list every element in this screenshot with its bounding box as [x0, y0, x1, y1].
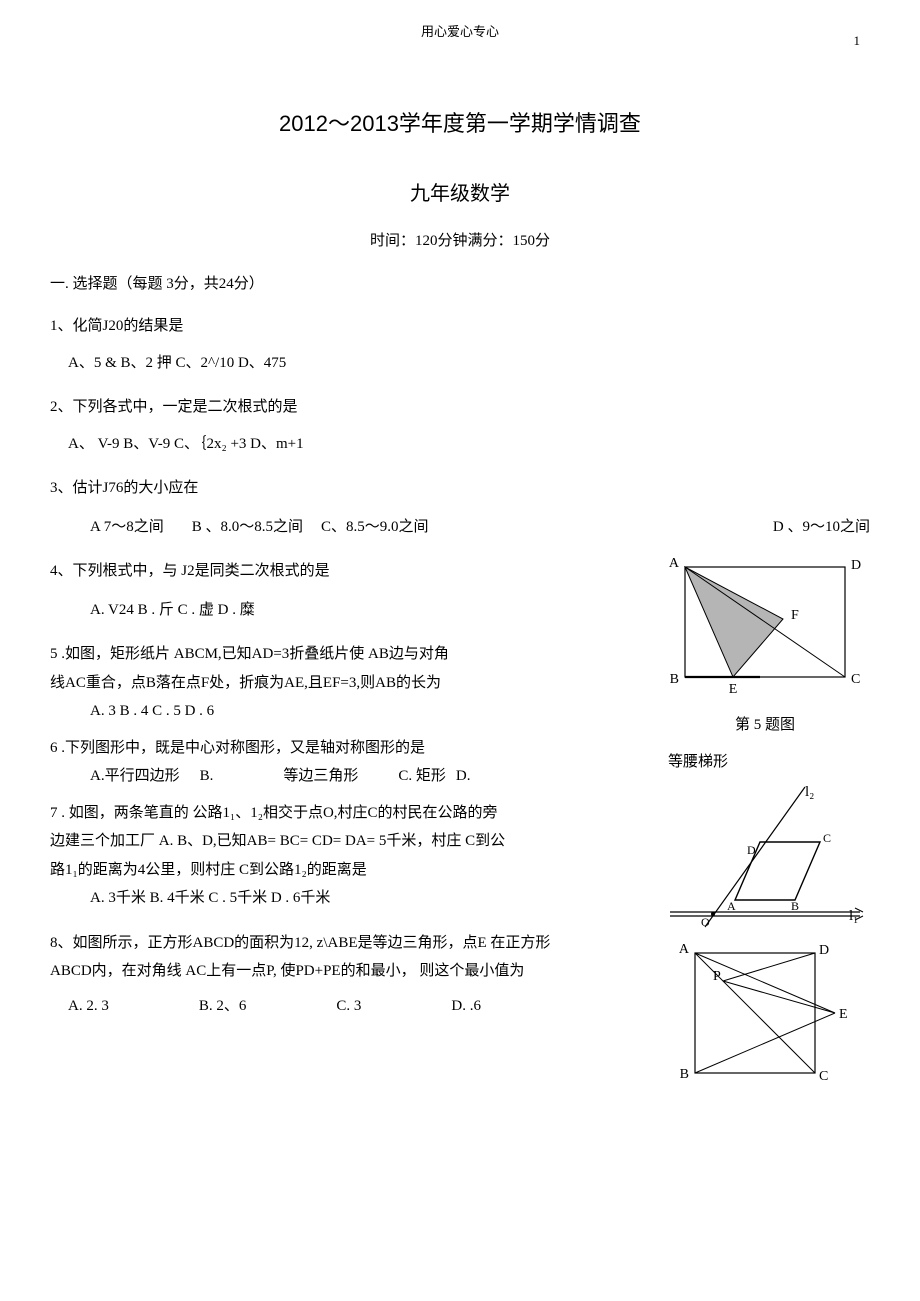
question-2: 2、下列各式中，一定是二次根式的是 A、 V-9 B、V-9 C、｛2x₂ +3…: [50, 393, 870, 458]
svg-text:P: P: [713, 969, 721, 984]
section-1-title: 一. 选择题（每题 3分，共24分）: [50, 270, 870, 299]
q8-opt-b: B. 2、6: [199, 992, 247, 1021]
question-6-options: A.平行四边形 B. 等边三角形 C. 矩形 D.: [50, 762, 640, 791]
svg-text:B: B: [791, 899, 799, 913]
svg-text:C: C: [819, 1069, 828, 1084]
q3-opt-d: D 、9〜10之间: [773, 513, 870, 542]
question-3-options: A 7〜8之间 B 、8.0〜8.5之间 C、8.5〜9.0之间 D 、9〜10…: [50, 513, 870, 542]
question-1-text: 1、化简J20的结果是: [50, 312, 870, 341]
figure-5-caption: 第 5 题图: [735, 711, 795, 740]
question-5-line2: 线AC重合，点B落在点F处，折痕为AE,且EF=3,则AB的长为: [50, 669, 640, 698]
question-1: 1、化简J20的结果是 A、5 & B、2 押 C、2^/10 D、475: [50, 312, 870, 377]
question-7: 7 . 如图，两条笔直的 公路1₁、1₂相交于点O,村庄C的村民在公路的旁 边建…: [50, 799, 640, 913]
q6-opt-c: C. 矩形: [398, 762, 446, 791]
figure-5-svg: A D B C E F: [665, 557, 865, 707]
q6-opt-b: B.: [200, 762, 214, 791]
question-1-options: A、5 & B、2 押 C、2^/10 D、475: [50, 349, 870, 378]
svg-text:A: A: [727, 899, 736, 913]
question-2-text: 2、下列各式中，一定是二次根式的是: [50, 393, 870, 422]
svg-text:O: O: [701, 915, 710, 929]
trapezoid-label: 等腰梯形: [660, 748, 728, 777]
svg-text:E: E: [839, 1007, 848, 1022]
question-7-options: A. 3千米 B. 4千米 C . 5千米 D . 6千米: [50, 884, 640, 913]
svg-text:B: B: [670, 672, 679, 687]
q8-opt-c: C. 3: [336, 992, 361, 1021]
svg-text:B: B: [680, 1067, 689, 1082]
q6-opt-d: D.: [456, 762, 471, 791]
q8-opt-d: D. .6: [451, 992, 481, 1021]
svg-text:D: D: [747, 843, 756, 857]
svg-text:C: C: [851, 672, 860, 687]
svg-text:E: E: [729, 682, 738, 697]
question-3: 3、估计J76的大小应在 A 7〜8之间 B 、8.0〜8.5之间 C、8.5〜…: [50, 474, 870, 541]
svg-text:A: A: [669, 557, 680, 571]
q3-opt-c: C、8.5〜9.0之间: [321, 513, 429, 542]
q3-opt-b: B 、8.0〜8.5之间: [192, 513, 303, 542]
question-7-line3: 路1₁的距离为4公里，则村庄 C到公路1₂的距离是: [50, 856, 640, 885]
svg-text:l₁: l₁: [849, 908, 858, 924]
question-5-options: A. 3 B . 4 C . 5 D . 6: [50, 697, 640, 726]
question-5-line1: 5 .如图，矩形纸片 ABCM,已知AD=3折叠纸片使 AB边与对角: [50, 640, 640, 669]
question-7-line2: 边建三个加工厂 A. B、D,已知AB= BC= CD= DA= 5千米，村庄 …: [50, 827, 640, 856]
question-5: 5 .如图，矩形纸片 ABCM,已知AD=3折叠纸片使 AB边与对角 线AC重合…: [50, 640, 640, 726]
question-2-options: A、 V-9 B、V-9 C、｛2x₂ +3 D、m+1: [50, 430, 870, 459]
question-8: 8、如图所示，正方形ABCD的面积为12, z\ABE是等边三角形，点E 在正方…: [50, 929, 640, 1021]
q3-opt-a: A 7〜8之间: [90, 513, 164, 542]
question-8-options: A. 2. 3 B. 2、6 C. 3 D. .6: [50, 992, 640, 1021]
subject-title: 九年级数学: [50, 175, 870, 213]
svg-text:F: F: [791, 608, 799, 623]
figure-8-svg: A B C D E P: [675, 938, 855, 1093]
question-4-options: A. V24 B . 斤 C . 虚 D . 糜: [50, 596, 640, 625]
svg-text:D: D: [819, 943, 829, 958]
figure-7-svg: A B C D O l₁ l₂: [665, 782, 865, 932]
q6-opt-b2: 等边三角形: [283, 762, 358, 791]
document-title: 2012〜2013学年度第一学期学情调查: [50, 103, 870, 145]
question-8-line2: ABCD内，在对角线 AC上有一点P, 使PD+PE的和最小， 则这个最小值为: [50, 957, 640, 986]
question-3-text: 3、估计J76的大小应在: [50, 474, 870, 503]
q6-opt-a: A.平行四边形: [90, 762, 180, 791]
svg-text:A: A: [679, 942, 690, 957]
figures-column: A D B C E F 第 5 题图 等腰梯形 A B C D O l₁ l₂: [660, 557, 870, 1093]
question-6-line1: 6 .下列图形中，既是中心对称图形，又是轴对称图形的是: [50, 734, 640, 763]
q8-opt-a: A. 2. 3: [68, 992, 109, 1021]
timing-line: 时间：120分钟满分：150分: [50, 227, 870, 256]
question-6: 6 .下列图形中，既是中心对称图形，又是轴对称图形的是 A.平行四边形 B. 等…: [50, 734, 640, 791]
question-4: 4、下列根式中，与 J2是同类二次根式的是 A. V24 B . 斤 C . 虚…: [50, 557, 640, 624]
svg-text:D: D: [851, 558, 861, 573]
question-8-line1: 8、如图所示，正方形ABCD的面积为12, z\ABE是等边三角形，点E 在正方…: [50, 929, 640, 958]
svg-text:C: C: [823, 831, 831, 845]
question-7-line1: 7 . 如图，两条笔直的 公路1₁、1₂相交于点O,村庄C的村民在公路的旁: [50, 799, 640, 828]
svg-text:l₂: l₂: [805, 784, 814, 800]
question-4-text: 4、下列根式中，与 J2是同类二次根式的是: [50, 557, 640, 586]
